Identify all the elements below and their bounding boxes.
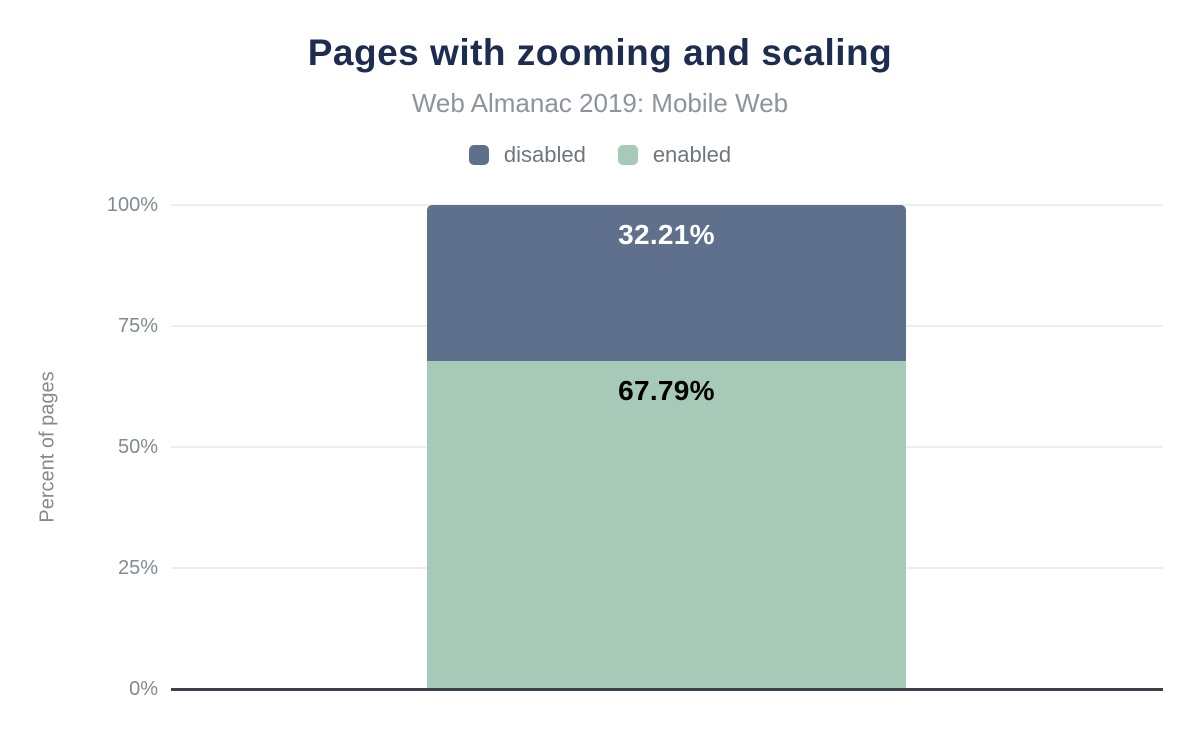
legend: disabled enabled [0, 142, 1200, 168]
legend-swatch-disabled-icon [468, 145, 489, 165]
x-axis-baseline [171, 687, 1163, 691]
y-tick-label: 50% [117, 436, 158, 458]
y-tick-label: 25% [117, 557, 158, 579]
plot-area: Percent of pages 32.21% 67.79% 0% 25% 50% 7… [37, 195, 1163, 699]
bar-segment-disabled[interactable]: 32.21% [427, 205, 906, 361]
chart-title: Pages with zooming and scaling [307, 32, 893, 73]
legend-item-disabled[interactable]: disabled [468, 142, 586, 168]
chart-subtitle: Web Almanac 2019: Mobile Web [411, 88, 789, 118]
y-tick-label: 0% [129, 678, 158, 700]
stacked-bar[interactable]: 32.21% 67.79% [427, 205, 906, 689]
legend-swatch-enabled-icon [617, 145, 638, 165]
y-tick-label: 75% [117, 315, 158, 337]
y-tick-label: 100% [106, 194, 158, 216]
bar-segment-enabled-value-label: 67.79% [618, 374, 715, 406]
bar-segment-disabled-value-label: 32.21% [618, 219, 715, 250]
legend-label-enabled: enabled [652, 142, 732, 167]
legend-item-enabled[interactable]: enabled [617, 142, 732, 168]
bar-segment-enabled[interactable]: 67.79% [427, 360, 906, 689]
y-axis-title: Percent of pages [36, 371, 59, 523]
legend-label-disabled: disabled [503, 142, 586, 167]
